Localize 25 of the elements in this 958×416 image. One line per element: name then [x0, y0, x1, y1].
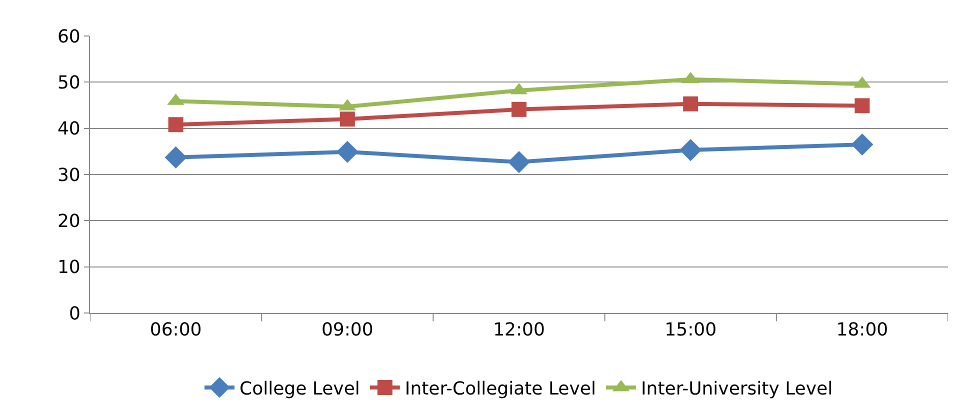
legend-label: Inter-University Level [640, 378, 833, 400]
x-tick-label: 09:00 [321, 320, 374, 341]
point [168, 117, 184, 132]
point [340, 112, 355, 127]
x-tick-label: 06:00 [150, 320, 202, 341]
point [336, 140, 358, 163]
point [512, 102, 526, 117]
legend-label: College Level [240, 378, 360, 400]
point [683, 96, 698, 112]
y-tick-label: 10 [57, 257, 80, 278]
x-tick-label: 18:00 [836, 320, 888, 341]
point [164, 146, 187, 168]
point [508, 150, 530, 174]
point [854, 98, 870, 114]
x-tick-label: 12:00 [493, 320, 545, 341]
y-tick-label: 40 [57, 118, 80, 140]
y-tick-label: 0 [68, 303, 80, 324]
point [680, 138, 702, 162]
y-tick-label: 50 [57, 72, 80, 94]
point [851, 133, 874, 156]
y-tick-label: 30 [57, 164, 80, 186]
legend-label: Inter-Collegiate Level [404, 378, 596, 400]
y-tick-label: 60 [57, 26, 80, 48]
x-tick-label: 15:00 [664, 320, 717, 341]
y-tick-label: 20 [57, 210, 80, 232]
